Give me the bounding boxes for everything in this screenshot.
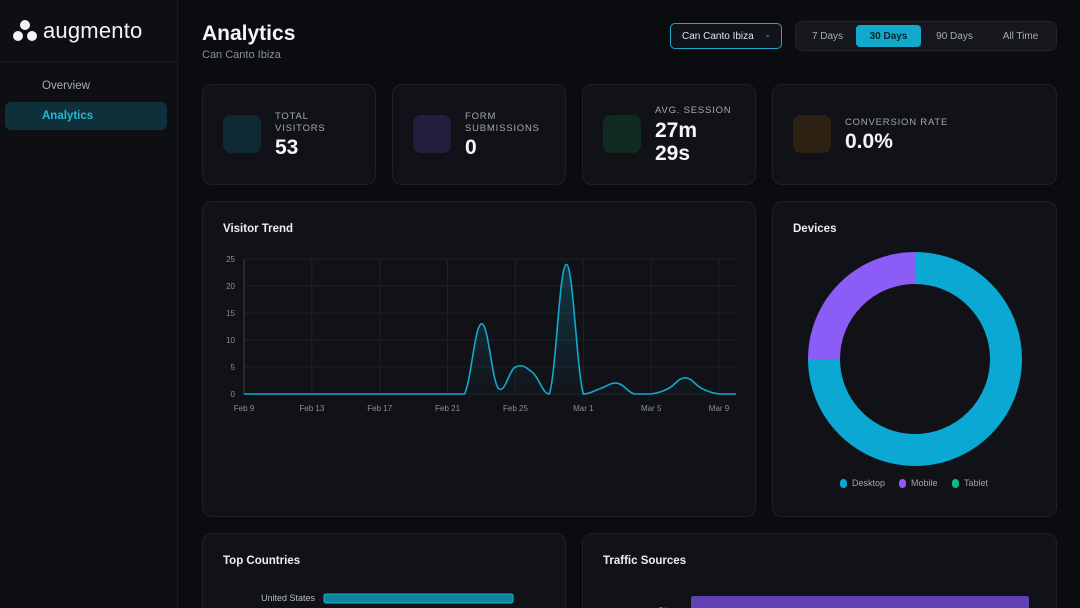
stat-card-form-submissions: FORM SUBMISSIONS 0 (392, 84, 566, 185)
conversion-icon (793, 115, 831, 153)
visitors-icon (223, 115, 261, 153)
clock-icon (603, 115, 641, 153)
date-range-selector: 7 Days 30 Days 90 Days All Time (795, 21, 1057, 51)
site-select-value: Can Canto Ibiza (682, 30, 754, 42)
range-7-days-button[interactable]: 7 Days (811, 30, 844, 42)
stat-value: 27m (655, 119, 698, 142)
legend-item-tablet[interactable]: Tablet (952, 478, 988, 488)
y-tick-label: 15 (226, 309, 235, 318)
x-tick-label: Mar 9 (709, 404, 730, 413)
stat-label: VISITORS (275, 123, 326, 134)
x-tick-label: Mar 1 (573, 404, 594, 413)
legend-item-mobile[interactable]: Mobile (899, 478, 938, 488)
stat-card-conversion-rate: CONVERSION RATE 0.0% (772, 84, 1057, 185)
bar (323, 593, 514, 604)
x-tick-label: Feb 25 (503, 404, 528, 413)
panel-title: Devices (793, 223, 837, 235)
legend-dot (840, 478, 847, 488)
stat-label: FORM (465, 111, 497, 122)
visitor-trend-card: Visitor Trend 0 5 10 15 20 25 Feb 9 Feb 13 Feb 1… (202, 201, 756, 517)
devices-donut-chart (808, 252, 1022, 466)
brand-name: augmento (43, 17, 143, 43)
x-tick-label: Feb 13 (299, 404, 324, 413)
y-tick-label: 0 (231, 390, 236, 399)
x-tick-label: Feb 21 (435, 404, 460, 413)
stat-label: SUBMISSIONS (465, 123, 540, 134)
range-30-days-button[interactable]: 30 Days (856, 25, 921, 47)
x-tick-label: Mar 5 (641, 404, 662, 413)
bar-label: United States (261, 593, 316, 603)
legend-dot (899, 478, 906, 488)
stat-card-total-visitors: TOTAL VISITORS 53 (202, 84, 376, 185)
bar-label: Direct (658, 606, 682, 608)
range-all-time-button[interactable]: All Time (1002, 30, 1039, 42)
sidebar-nav: Overview Analytics (0, 62, 177, 130)
sidebar: augmento Overview Analytics (0, 0, 178, 608)
stat-label: CONVERSION RATE (845, 117, 949, 128)
brand[interactable]: augmento (0, 0, 177, 62)
stat-label: TOTAL (275, 111, 309, 122)
y-tick-label: 5 (231, 363, 236, 372)
donut-slice-desktop (808, 252, 1022, 466)
legend-dot (952, 478, 959, 488)
trend-line (243, 263, 736, 395)
panel-title: Visitor Trend (223, 223, 294, 235)
traffic-sources-chart: Direct (658, 596, 1029, 608)
top-countries-chart: United States (261, 593, 514, 604)
traffic-sources-card: Traffic Sources Direct (582, 533, 1057, 608)
augmento-logo-icon (13, 19, 37, 41)
legend-label: Tablet (964, 478, 989, 488)
stat-value: 53 (275, 136, 299, 159)
chevron-down-icon: ⌄ (764, 30, 771, 39)
sidebar-item-analytics[interactable]: Analytics (5, 102, 167, 130)
site-select[interactable]: Can Canto Ibiza ⌄ (670, 23, 782, 49)
page-subtitle: Can Canto Ibiza (202, 49, 281, 61)
y-tick-label: 25 (226, 255, 235, 264)
donut-slice-mobile (808, 252, 916, 360)
stat-value: 29s (655, 142, 691, 165)
stat-label: AVG. SESSION (655, 105, 732, 116)
panel-title: Traffic Sources (603, 555, 687, 567)
range-90-days-button[interactable]: 90 Days (936, 30, 973, 42)
legend-label: Mobile (911, 478, 938, 488)
panel-title: Top Countries (223, 555, 301, 567)
form-icon (413, 115, 451, 153)
devices-card: Devices Desktop Mobile Tablet (772, 201, 1057, 517)
sidebar-item-overview[interactable]: Overview (42, 80, 90, 92)
stat-value: 0 (465, 136, 477, 159)
legend-item-desktop[interactable]: Desktop (840, 478, 885, 488)
page-title: Analytics (202, 22, 296, 45)
bar (691, 596, 1029, 608)
trend-area (244, 264, 736, 394)
stat-value: 0.0% (845, 130, 893, 153)
top-countries-card: Top Countries United States (202, 533, 566, 608)
x-tick-label: Feb 9 (234, 404, 255, 413)
x-tick-label: Feb 17 (367, 404, 392, 413)
legend-label: Desktop (852, 478, 886, 488)
y-tick-label: 10 (226, 336, 235, 345)
y-tick-label: 20 (226, 282, 235, 291)
stat-card-avg-session: AVG. SESSION 27m 29s (582, 84, 756, 185)
visitor-trend-chart: 0 5 10 15 20 25 Feb 9 Feb 13 Feb 17 Feb 21 Feb 25 M… (226, 255, 736, 413)
